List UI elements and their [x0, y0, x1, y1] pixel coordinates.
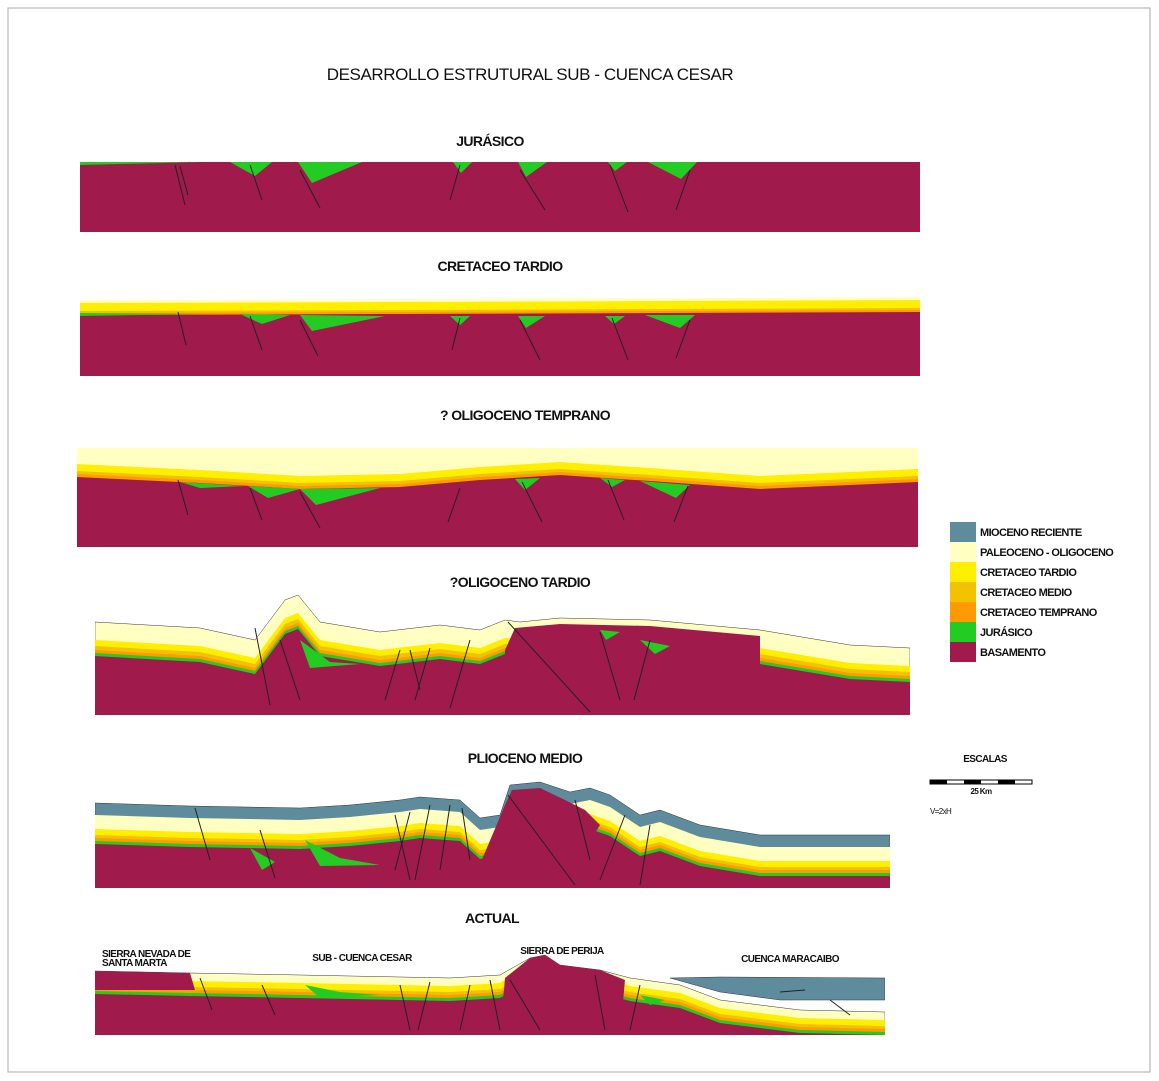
title: DESARROLLO ESTRUTURAL SUB - CUENCA CESAR	[327, 65, 734, 84]
annotation: SUB - CUENCA CESAR	[312, 953, 413, 964]
section-label: ?OLIGOCENO TARDIO	[450, 574, 591, 590]
legend-swatch	[950, 622, 976, 642]
diagram: DESARROLLO ESTRUTURAL SUB - CUENCA CESAR…	[0, 0, 1159, 1081]
annotation: SIERRA DE PERIJA	[520, 946, 604, 957]
scale-label: 25 Km	[970, 787, 991, 796]
legend-label: MIOCENO RECIENTE	[980, 527, 1082, 539]
annotation: CUENCA MARACAIBO	[741, 954, 840, 965]
legend-label: CRETACEO MEDIO	[980, 587, 1073, 599]
section-label: ACTUAL	[465, 910, 520, 926]
legend: MIOCENO RECIENTE PALEOCENO - OLIGOCENO CRE…	[950, 522, 1114, 662]
legend-swatch	[950, 642, 976, 662]
legend-label: JURÁSICO	[980, 626, 1033, 639]
section-label: PLIOCENO MEDIO	[468, 750, 583, 766]
scale-ratio: V=2xH	[930, 807, 952, 816]
section-label: ? OLIGOCENO TEMPRANO	[440, 407, 611, 423]
cross-section	[80, 162, 920, 232]
legend-label: BASAMENTO	[980, 647, 1046, 659]
cross-section	[95, 955, 885, 1081]
legend-swatch	[950, 602, 976, 622]
cross-section	[77, 448, 918, 627]
cross-section	[95, 595, 910, 834]
legend-swatch	[950, 522, 976, 542]
legend-label: PALEOCENO - OLIGOCENO	[980, 547, 1114, 559]
legend-label: CRETACEO TEMPRANO	[980, 607, 1098, 619]
section-label: JURÁSICO	[456, 133, 524, 149]
legend-swatch	[950, 582, 976, 602]
section-label: CRETACEO TARDIO	[437, 258, 563, 274]
scale-title: ESCALAS	[963, 754, 1008, 765]
legend-swatch	[950, 542, 976, 562]
scale-bar	[930, 780, 1032, 784]
legend-swatch	[950, 562, 976, 582]
legend-label: CRETACEO TARDIO	[980, 567, 1077, 579]
